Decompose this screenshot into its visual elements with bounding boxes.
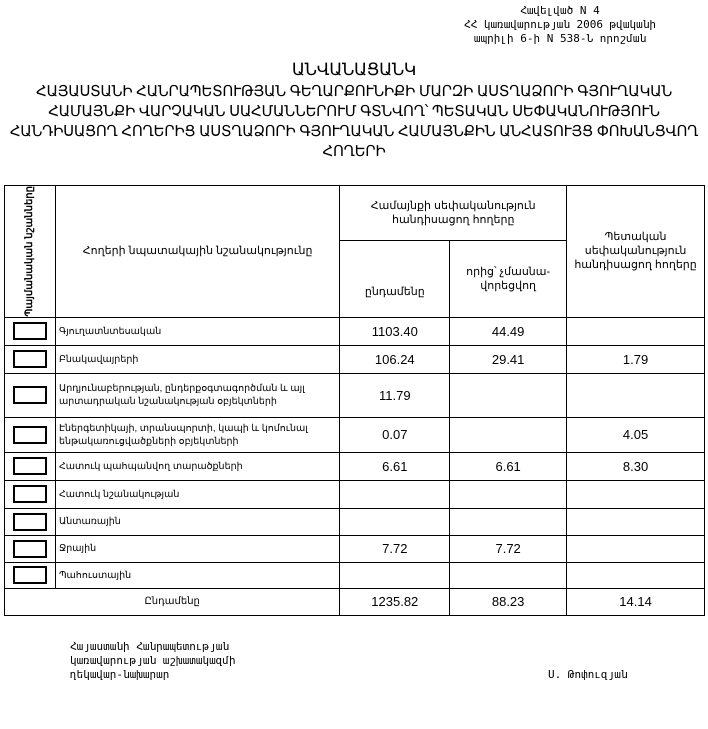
table-row: Հատուկ նշանակության (4, 479, 705, 509)
header-total: ընդամենը (339, 239, 451, 318)
state-value (566, 507, 705, 536)
of-which-value: 7.72 (449, 534, 568, 563)
purpose-label: Գյուղատնտեսական (54, 316, 341, 346)
sum-total: 1235.82 (339, 587, 451, 616)
legend-symbol-box (12, 512, 47, 531)
table-row: Ջրային 7.72 7.72 (4, 534, 705, 563)
table-row: Բնակավայրերի 106.24 29.41 1.79 (4, 344, 705, 374)
header-of-which: որից՝ չմասնա-վորեցվող (449, 239, 568, 318)
sum-label: Ընդամենը (3, 587, 341, 616)
legend-symbol-box (12, 350, 47, 369)
symbol-cell (4, 534, 56, 563)
total-value: 7.72 (339, 534, 451, 563)
symbol-cell (4, 561, 56, 589)
legend-symbol-box (12, 566, 47, 585)
symbol-cell (4, 316, 56, 346)
total-value: 106.24 (339, 344, 451, 374)
annex-line: Հավելված N 4 (520, 4, 600, 17)
of-which-value (449, 561, 568, 589)
annex-line: ՀՀ կառավարության 2006 թվականի (463, 18, 657, 31)
header-state: Պետական սեփականություն հանդիսացող հողերը (566, 185, 705, 318)
total-value (339, 561, 451, 589)
of-which-value (449, 372, 568, 418)
legend-symbol-box (12, 539, 47, 558)
table-row: Անտառային (4, 507, 705, 536)
total-value: 1103.40 (339, 316, 451, 346)
total-value: 11.79 (339, 372, 451, 418)
purpose-label: Ջրային (54, 534, 341, 563)
symbol-cell (4, 507, 56, 536)
table-row: Հատուկ պահպանվող տարածքների 6.61 6.61 8.… (4, 451, 705, 481)
table-row: Էներգետիկայի, տրանսպորտի, կապի և կոմունա… (4, 416, 705, 453)
symbol-cell (4, 416, 56, 453)
purpose-label: Հատուկ պահպանվող տարածքների (54, 451, 341, 481)
of-which-value: 29.41 (449, 344, 568, 374)
document-title: ԱՆՎԱՆԱՑԱՆԿ ՀԱՅԱՍՏԱՆԻ ՀԱՆՐԱՊԵՏՈՒԹՅԱՆ ԳԵՂԱ… (0, 60, 708, 162)
state-value (566, 372, 705, 418)
legend-symbol-box (12, 425, 47, 444)
footer-line: Հայաստանի Հանրապետության (70, 640, 229, 653)
total-value: 6.61 (339, 451, 451, 481)
table-row: Պահուստային (4, 561, 705, 589)
of-which-value (449, 479, 568, 509)
title-line: ԱՆՎԱՆԱՑԱՆԿ (291, 60, 417, 79)
signature-name: Ս. Թոփուզյան (548, 668, 628, 681)
purpose-label: Պահուստային (54, 561, 341, 589)
title-line: ՀՈՂԵՐԻ (322, 143, 386, 160)
title-line: ՀԱՆԴԻՍԱՑՈՂ ՀՈՂԵՐԻՑ ԱՍՏՂԱՁՈՐԻ ԳՅՈՒՂԱԿԱՆ Հ… (9, 123, 699, 140)
header-community: Համայնքի սեփականություն հանդիսացող հողեր… (339, 185, 568, 241)
footer-line: կառավարության աշխատակազմի (70, 654, 236, 667)
total-value: 0.07 (339, 416, 451, 453)
of-which-value: 44.49 (449, 316, 568, 346)
total-value (339, 479, 451, 509)
symbol-cell (4, 479, 56, 509)
legend-symbol-box (12, 322, 47, 341)
symbol-cell (4, 451, 56, 481)
of-which-value (449, 416, 568, 453)
title-line: ՀԱՄԱՅՆՔԻ ՎԱՐՉԱԿԱՆ ՍԱՀՄԱՆՆԵՐՈՒՄ ԳՏՆՎՈՂ՝ Պ… (48, 103, 660, 120)
title-line: ՀԱՅԱՍՏԱՆԻ ՀԱՆՐԱՊԵՏՈՒԹՅԱՆ ԳԵՂԱՐՔՈՒՆԻՔԻ ՄԱ… (36, 83, 672, 100)
land-table: Պայմանական նշանները Հողերի նպատակային նշ… (3, 185, 705, 616)
legend-symbol-box (12, 386, 47, 405)
header-symbols: Պայմանական նշանները (4, 185, 56, 318)
table-row: Գյուղատնտեսական 1103.40 44.49 (4, 316, 705, 346)
annex-line: ապրիլի 6-ի N 538-Ն որոշման (473, 32, 647, 45)
of-which-value: 6.61 (449, 451, 568, 481)
header-purpose: Հողերի նպատակային նշանակությունը (54, 185, 341, 318)
sum-row: Ընդամենը 1235.82 88.23 14.14 (3, 587, 705, 616)
of-which-value (449, 507, 568, 536)
symbol-cell (4, 372, 56, 418)
symbol-cell (4, 344, 56, 374)
legend-symbol-box (12, 457, 47, 476)
signatory-title: Հայաստանի Հանրապետության կառավարության ա… (70, 640, 236, 682)
state-value (566, 316, 705, 346)
purpose-label: Էներգետիկայի, տրանսպորտի, կապի և կոմունա… (54, 416, 341, 453)
annex-note: Հավելված N 4 ՀՀ կառավարության 2006 թվակա… (420, 4, 700, 46)
state-value (566, 479, 705, 509)
sum-of-which: 88.23 (449, 587, 568, 616)
state-value: 8.30 (566, 451, 705, 481)
footer-line: ղեկավար-նախարար (70, 668, 170, 681)
purpose-label: Անտառային (54, 507, 341, 536)
state-value: 1.79 (566, 344, 705, 374)
state-value: 4.05 (566, 416, 705, 453)
purpose-label: Բնակավայրերի (54, 344, 341, 374)
state-value (566, 561, 705, 589)
table-row: Արդյունաբերության, ընդերքօգտագործման և ա… (4, 372, 705, 418)
purpose-label: Արդյունաբերության, ընդերքօգտագործման և ա… (54, 372, 341, 418)
sum-state: 14.14 (566, 587, 705, 616)
purpose-label: Հատուկ նշանակության (54, 479, 341, 509)
legend-symbol-box (12, 485, 47, 504)
state-value (566, 534, 705, 563)
total-value (339, 507, 451, 536)
